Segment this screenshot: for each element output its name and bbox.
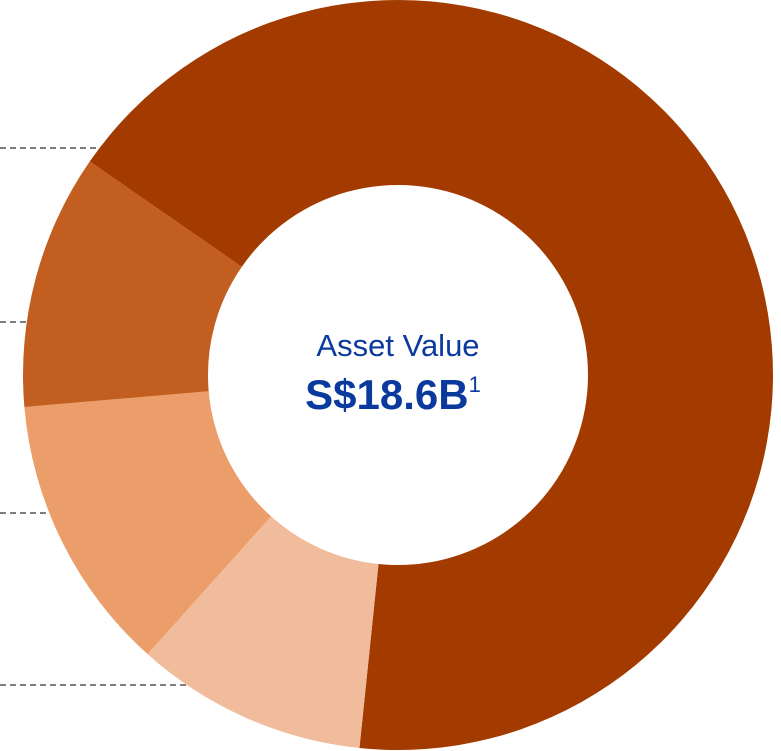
center-label: Asset Value	[316, 328, 479, 363]
center-value-text: S$18.6B	[305, 371, 468, 418]
center-footnote: 1	[469, 372, 481, 397]
center-value: S$18.6B1	[305, 371, 481, 418]
leader-lines	[0, 147, 186, 686]
slice	[147, 516, 379, 749]
slices	[22, 0, 773, 750]
slice	[22, 161, 242, 408]
slice	[24, 391, 272, 655]
slice	[89, 0, 773, 750]
